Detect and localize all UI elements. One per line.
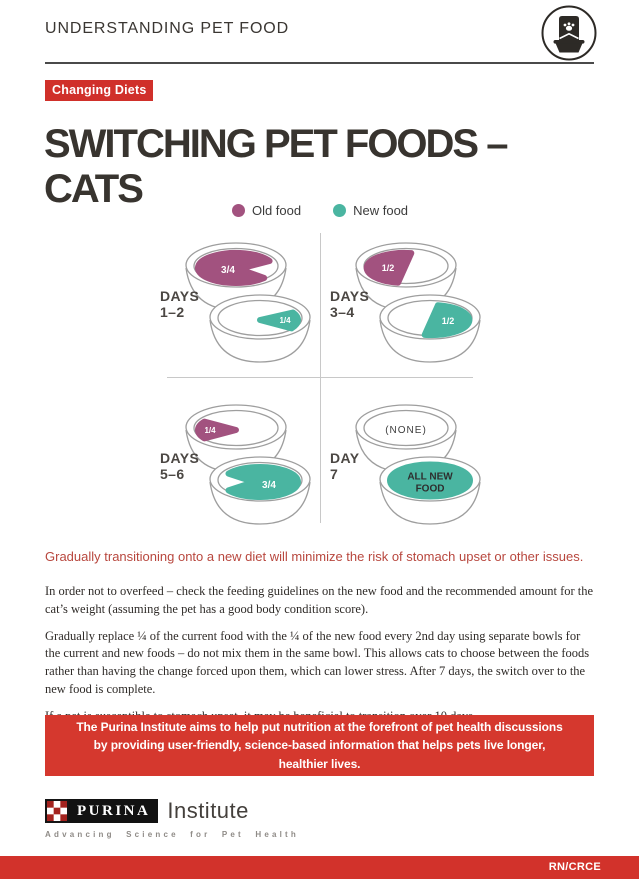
institute-wordmark: Institute <box>167 798 249 823</box>
all-new-food-label-line2: FOOD <box>416 484 445 495</box>
old-food-dot-icon <box>231 204 245 217</box>
bowls-days-5-6: 1/4 3/4 <box>185 404 311 525</box>
header-divider <box>45 62 594 64</box>
day-label-7: DAY 7 <box>330 450 360 482</box>
fraction-label: 1/2 <box>382 263 395 273</box>
section-badge: Changing Diets <box>45 80 154 101</box>
new-food-portion <box>225 464 301 500</box>
doc-code: RN/CRCE <box>548 861 601 873</box>
quadrant-days-1-2: 3/4 1/4 DAYS 1–2 <box>150 225 320 377</box>
top-bowl: (NONE) <box>355 404 457 473</box>
lead-sentence: Gradually transitioning onto a new diet … <box>45 549 584 564</box>
quadrant-days-5-6: 1/4 3/4 DAYS 5–6 <box>150 387 320 539</box>
top-bowl: 3/4 <box>185 242 287 311</box>
legend-old-food: Old food <box>231 203 302 218</box>
diagram-vertical-divider <box>320 233 321 523</box>
body-copy: In order not to overfeed – check the fee… <box>45 583 594 734</box>
none-label: (NONE) <box>385 425 427 436</box>
bowls-day-7: (NONE) ALL NEW FOOD <box>355 404 481 525</box>
bowls-days-1-2: 3/4 1/4 <box>185 242 311 363</box>
day-label-5-6: DAYS 5–6 <box>160 450 200 482</box>
bottom-bowl: 1/4 <box>209 294 311 363</box>
transition-diagram: 3/4 1/4 DAYS 1–2 <box>150 225 490 541</box>
footer-bar: RN/CRCE <box>0 856 639 879</box>
paragraph-1: In order not to overfeed – check the fee… <box>45 584 594 616</box>
purina-institute-logo: PURINA Institute Advancing Science for P… <box>45 798 299 839</box>
all-new-food-label-line1: ALL NEW <box>407 472 453 483</box>
new-food-dot-icon <box>333 204 347 217</box>
fraction-label: 1/4 <box>279 316 291 325</box>
bowls-days-3-4: 1/2 1/2 <box>355 242 481 363</box>
fraction-label: 3/4 <box>262 480 276 491</box>
quadrant-day-7: (NONE) ALL NEW FOOD DAY 7 <box>320 387 490 539</box>
logo-tagline: Advancing Science for Pet Health <box>45 830 299 839</box>
day-label-3-4: DAYS 3–4 <box>330 288 370 320</box>
purina-wordmark: PURINA <box>69 799 159 823</box>
new-food-portion <box>257 309 301 332</box>
fraction-label: 1/2 <box>442 316 455 326</box>
legend-new-label: New food <box>353 203 409 218</box>
bottom-bowl: 3/4 <box>209 456 311 525</box>
fraction-label: 1/4 <box>204 426 216 435</box>
legend-new-food: New food <box>333 203 408 218</box>
bottom-bowl: 1/2 <box>379 294 481 363</box>
new-food-full <box>387 461 473 500</box>
fraction-label: 3/4 <box>221 265 235 276</box>
bottom-bowl: ALL NEW FOOD <box>379 456 481 525</box>
legend: Old food New food <box>150 203 490 218</box>
pet-food-bag-bowl-icon <box>541 5 597 61</box>
old-food-portion <box>195 418 239 442</box>
new-food-portion <box>421 302 473 339</box>
page-title: SWITCHING PET FOODS – CATS <box>44 122 508 211</box>
paragraph-2: Gradually replace ¼ of the current food … <box>45 628 590 696</box>
old-food-portion <box>363 249 415 286</box>
purina-institute-banner: The Purina Institute aims to help put nu… <box>45 715 594 776</box>
diagram-horizontal-divider <box>167 377 473 378</box>
paw-print-icon <box>563 22 575 31</box>
day-label-1-2: DAYS 1–2 <box>160 288 200 320</box>
quadrant-days-3-4: 1/2 1/2 DAYS 3–4 <box>320 225 490 377</box>
old-food-portion <box>194 249 273 286</box>
purina-checkerboard-icon <box>45 799 69 823</box>
top-bowl: 1/2 <box>355 242 457 311</box>
legend-old-label: Old food <box>251 203 302 218</box>
page-header-title: UNDERSTANDING PET FOOD <box>45 20 290 37</box>
